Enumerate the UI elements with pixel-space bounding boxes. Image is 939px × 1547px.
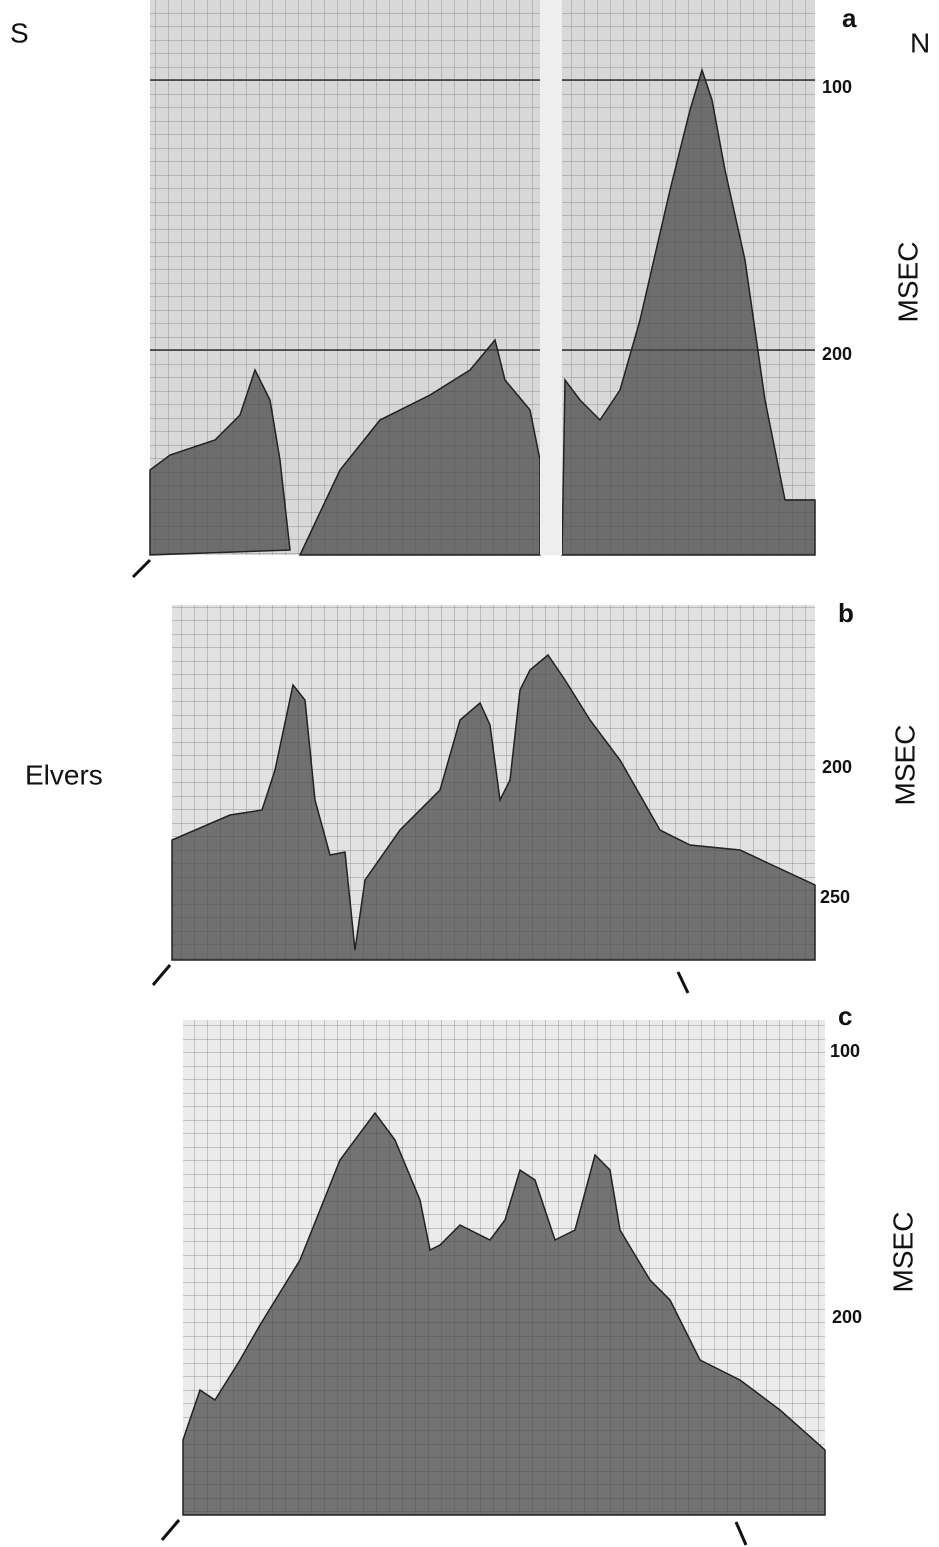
tick-label: 200: [822, 757, 852, 777]
panel-b: [151, 605, 816, 994]
panel-c: [160, 1020, 826, 1546]
axis-label: MSEC: [887, 1212, 918, 1293]
north-label: N: [910, 27, 930, 58]
tick-label: 200: [822, 344, 852, 364]
tick-label: 100: [830, 1041, 860, 1061]
panel-a: [131, 0, 816, 579]
tick-label: 200: [832, 1307, 862, 1327]
panel-label: a: [842, 3, 857, 33]
tick-label: 250: [820, 887, 850, 907]
tick-label: 100: [822, 77, 852, 97]
south-label: S: [10, 17, 29, 48]
axis-label: MSEC: [889, 725, 920, 806]
axis-label: MSEC: [892, 242, 923, 323]
panel-label: b: [838, 598, 854, 628]
panel-label: c: [838, 1001, 852, 1031]
location-label: Elvers: [25, 759, 103, 790]
